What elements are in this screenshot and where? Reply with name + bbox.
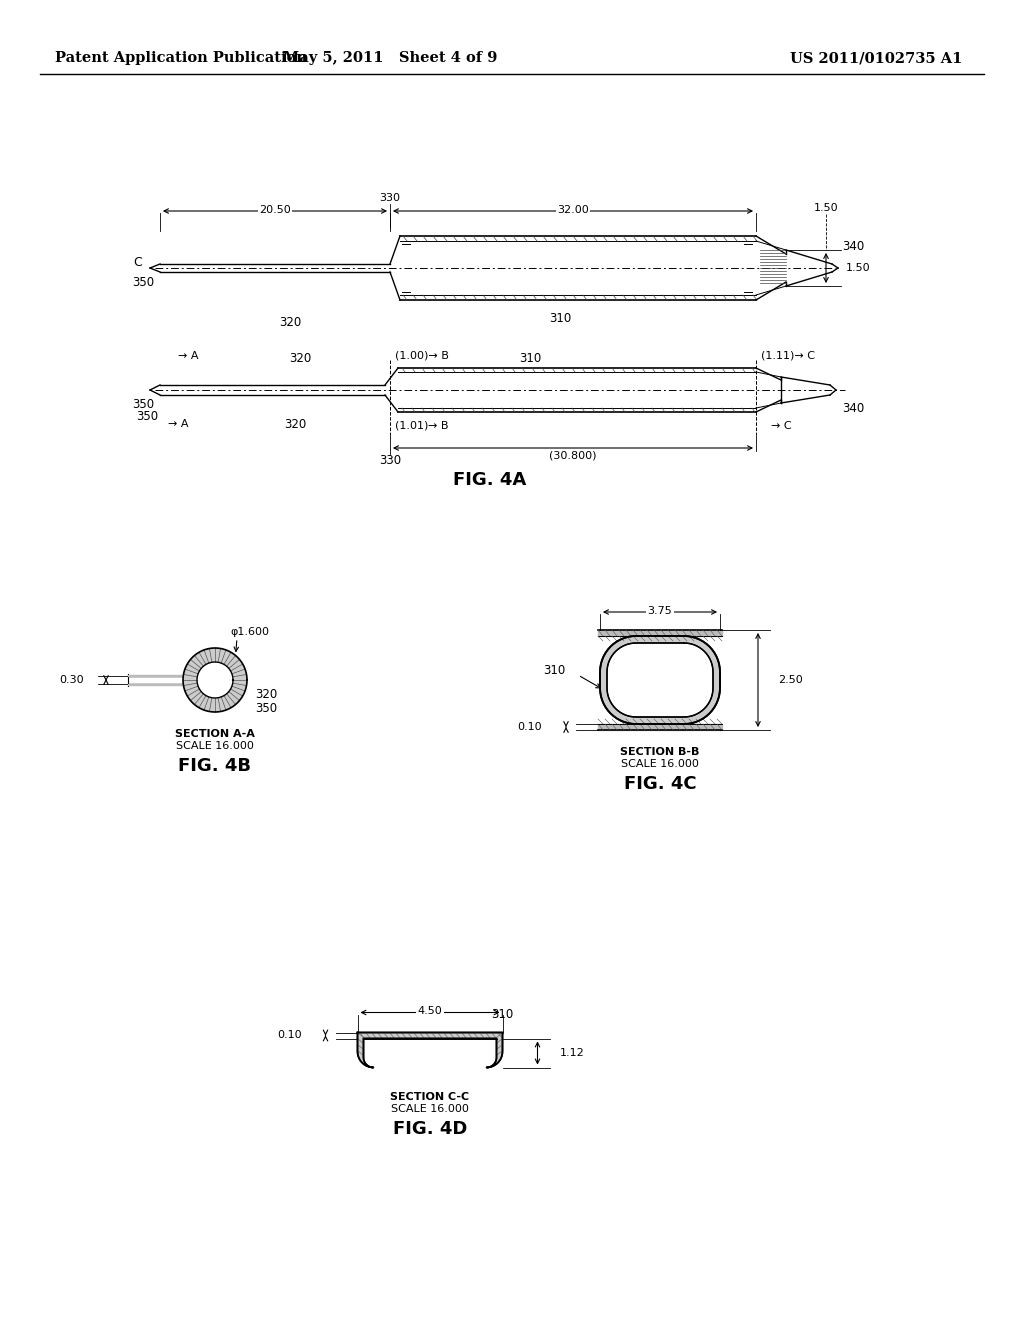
- Text: 330: 330: [380, 193, 400, 203]
- Text: → B: → B: [428, 421, 449, 432]
- Text: 320: 320: [255, 688, 278, 701]
- Polygon shape: [598, 630, 722, 636]
- Text: 340: 340: [842, 239, 864, 252]
- Text: SCALE 16.000: SCALE 16.000: [622, 759, 699, 770]
- Polygon shape: [197, 663, 233, 698]
- Text: 1.50: 1.50: [846, 263, 870, 273]
- Text: → A: → A: [178, 351, 199, 360]
- Text: Patent Application Publication: Patent Application Publication: [55, 51, 307, 65]
- Polygon shape: [607, 643, 713, 717]
- Text: 340: 340: [842, 401, 864, 414]
- Text: 0.10: 0.10: [276, 1031, 301, 1040]
- Text: 3.75: 3.75: [647, 606, 673, 616]
- Text: 0.10: 0.10: [517, 722, 542, 733]
- Text: FIG. 4D: FIG. 4D: [393, 1121, 467, 1138]
- Text: 1.12: 1.12: [559, 1048, 585, 1059]
- Text: US 2011/0102735 A1: US 2011/0102735 A1: [790, 51, 963, 65]
- Text: FIG. 4C: FIG. 4C: [624, 775, 696, 793]
- Polygon shape: [183, 648, 247, 711]
- Text: → C: → C: [771, 421, 792, 432]
- Text: 350: 350: [255, 701, 278, 714]
- Text: φ1.600: φ1.600: [230, 627, 269, 638]
- Text: FIG. 4A: FIG. 4A: [454, 471, 526, 488]
- Polygon shape: [598, 723, 722, 730]
- Text: 0.30: 0.30: [59, 675, 84, 685]
- Text: 350: 350: [136, 411, 158, 424]
- Text: SECTION A-A: SECTION A-A: [175, 729, 255, 739]
- Text: SCALE 16.000: SCALE 16.000: [176, 741, 254, 751]
- Text: (1.11)→ C: (1.11)→ C: [761, 351, 815, 360]
- Text: → A: → A: [168, 418, 188, 429]
- Text: 330: 330: [379, 454, 401, 466]
- Text: 320: 320: [279, 317, 301, 330]
- Text: 350: 350: [132, 397, 155, 411]
- Text: FIG. 4B: FIG. 4B: [178, 756, 252, 775]
- Text: 320: 320: [289, 351, 311, 364]
- Text: May 5, 2011   Sheet 4 of 9: May 5, 2011 Sheet 4 of 9: [283, 51, 498, 65]
- Text: SECTION C-C: SECTION C-C: [390, 1093, 470, 1102]
- Text: 310: 310: [543, 664, 565, 676]
- Text: 310: 310: [549, 312, 571, 325]
- Text: 1.50: 1.50: [814, 203, 839, 213]
- Text: SCALE 16.000: SCALE 16.000: [391, 1105, 469, 1114]
- Text: 310: 310: [492, 1008, 514, 1020]
- Polygon shape: [357, 1032, 503, 1068]
- Text: (1.01): (1.01): [395, 421, 428, 432]
- Text: C: C: [133, 256, 142, 268]
- Polygon shape: [600, 636, 720, 723]
- Text: 310: 310: [519, 351, 541, 364]
- Text: 320: 320: [284, 417, 306, 430]
- Text: (30.800): (30.800): [549, 451, 597, 461]
- Text: (1.00)→ B: (1.00)→ B: [395, 351, 449, 360]
- Text: 2.50: 2.50: [778, 675, 803, 685]
- Text: SECTION B-B: SECTION B-B: [621, 747, 699, 756]
- Text: 350: 350: [132, 276, 155, 289]
- Text: 32.00: 32.00: [557, 205, 589, 215]
- Text: 20.50: 20.50: [259, 205, 291, 215]
- Text: 4.50: 4.50: [418, 1006, 442, 1016]
